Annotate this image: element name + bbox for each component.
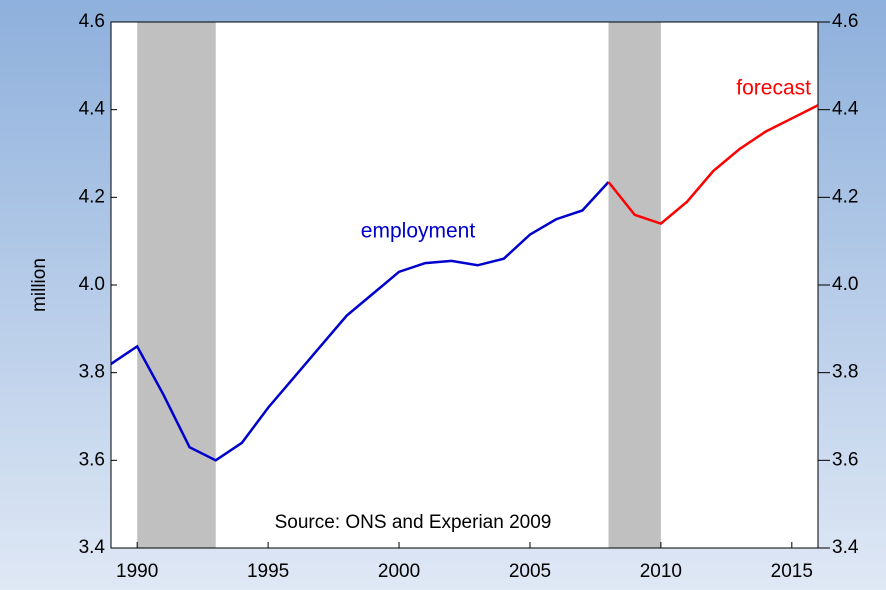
y-tick-label: 3.8 xyxy=(79,362,105,383)
y2-tick-label: 3.6 xyxy=(832,449,858,470)
line xyxy=(110,181,610,462)
x-tick-label: 2005 xyxy=(509,561,551,582)
y-tick-label: 4.4 xyxy=(79,99,106,120)
y2-tick-label: 4.6 xyxy=(832,11,858,32)
y2-tick-label: 4.0 xyxy=(832,274,858,295)
y-axis-label: million xyxy=(29,258,50,312)
y-tick-label: 4.2 xyxy=(79,186,105,207)
x-tick-label: 2000 xyxy=(378,561,420,582)
shaded-period xyxy=(608,22,661,548)
x-tick-label: 2010 xyxy=(640,561,682,582)
y2-tick-label: 4.2 xyxy=(832,186,858,207)
y2-tick-label: 3.8 xyxy=(832,362,858,383)
y2-tick-label: 3.4 xyxy=(832,537,859,558)
y-tick-label: 4.6 xyxy=(79,11,105,32)
y-tick-label: 3.6 xyxy=(79,449,105,470)
series-label: forecast xyxy=(736,77,811,100)
y-tick-label: 4.0 xyxy=(79,274,105,295)
x-tick-label: 1995 xyxy=(247,561,289,582)
y-tick-label: 3.4 xyxy=(79,537,106,558)
series-label: employment xyxy=(361,220,476,243)
line xyxy=(607,104,819,226)
x-tick-label: 2015 xyxy=(771,561,813,582)
plot-area xyxy=(111,22,818,548)
x-tick-label: 1990 xyxy=(116,561,158,582)
shaded-period xyxy=(137,22,216,548)
source-note: Source: ONS and Experian 2009 xyxy=(275,512,552,533)
y2-tick-label: 4.4 xyxy=(832,99,859,120)
